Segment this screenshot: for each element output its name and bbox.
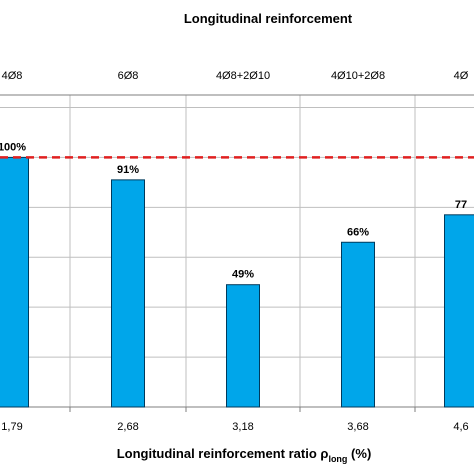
top-category-label: 6Ø8 (118, 70, 139, 82)
top-category-label: 4Ø10+2Ø8 (331, 70, 385, 82)
bar (0, 156, 29, 408)
x-axis-label-unit: (%) (347, 446, 371, 461)
data-label: 66% (347, 226, 369, 238)
x-tick-label: 3,68 (347, 421, 368, 433)
x-tick-label: 1,79 (1, 421, 22, 433)
x-tick-label: 2,68 (117, 421, 138, 433)
x-tick-label: 3,18 (232, 421, 253, 433)
bar (226, 284, 260, 408)
data-label: 100% (0, 141, 26, 153)
top-category-label: 4Ø (454, 70, 469, 82)
top-category-label: 4Ø8+2Ø10 (216, 70, 270, 82)
bar (341, 241, 375, 408)
data-label: 91% (117, 164, 139, 176)
data-labels: 100% 91% 49% 66% 77 (0, 141, 467, 280)
tick-labels: 1,79 2,68 3,18 3,68 4,6 4Ø8 6Ø8 4Ø8+2Ø10 4Ø10+2Ø… (1, 70, 468, 433)
bars (0, 156, 474, 408)
top-category-label: 4Ø8 (2, 70, 23, 82)
x-axis-label-main: Longitudinal reinforcement ratio ρ (117, 446, 329, 461)
bar (444, 214, 474, 408)
chart-title: Longitudinal reinforcement (184, 11, 353, 26)
bar (111, 179, 145, 408)
x-axis-label-subscript: long (328, 454, 347, 464)
data-label: 77 (455, 199, 467, 211)
data-label: 49% (232, 269, 254, 281)
x-axis-label: Longitudinal reinforcement ratio ρlong (… (117, 446, 372, 464)
x-tick-label: 4,6 (453, 421, 468, 433)
